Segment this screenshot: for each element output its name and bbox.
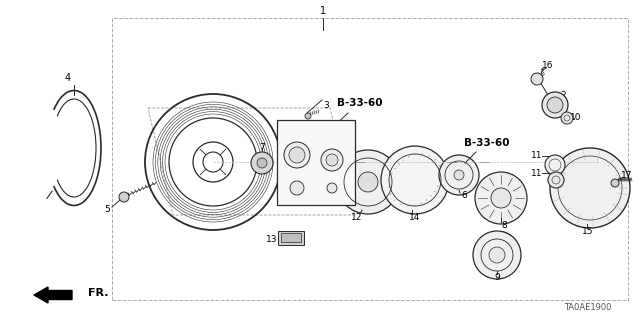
Text: 5: 5: [104, 205, 110, 214]
Text: 11: 11: [531, 152, 543, 160]
Text: 7: 7: [259, 144, 265, 152]
Circle shape: [326, 154, 338, 166]
Circle shape: [284, 142, 310, 168]
Text: 3: 3: [323, 100, 329, 109]
Text: 6: 6: [461, 191, 467, 201]
Circle shape: [358, 172, 378, 192]
Text: 1: 1: [320, 6, 326, 16]
Text: 17: 17: [621, 170, 633, 180]
Text: 2: 2: [560, 92, 566, 100]
FancyArrow shape: [34, 287, 72, 303]
Circle shape: [257, 158, 267, 168]
Text: FR.: FR.: [88, 288, 109, 298]
Text: 16: 16: [542, 61, 554, 70]
Circle shape: [531, 73, 543, 85]
Circle shape: [473, 231, 521, 279]
Circle shape: [542, 92, 568, 118]
Circle shape: [381, 146, 449, 214]
Bar: [281, 233, 301, 242]
Text: 9: 9: [494, 273, 500, 283]
Circle shape: [489, 247, 505, 263]
Text: 13: 13: [266, 235, 278, 244]
Bar: [277, 120, 355, 205]
Circle shape: [491, 188, 511, 208]
Text: 4: 4: [65, 73, 71, 83]
Circle shape: [336, 150, 400, 214]
Text: 10: 10: [570, 114, 582, 122]
Bar: [112, 18, 628, 300]
Circle shape: [321, 149, 343, 171]
Circle shape: [611, 179, 619, 187]
Circle shape: [327, 183, 337, 193]
Circle shape: [475, 172, 527, 224]
Text: 8: 8: [501, 221, 507, 231]
Circle shape: [548, 172, 564, 188]
Circle shape: [547, 97, 563, 113]
Circle shape: [561, 112, 573, 124]
Circle shape: [439, 155, 479, 195]
Text: 12: 12: [351, 213, 363, 222]
Circle shape: [290, 181, 304, 195]
Text: 14: 14: [410, 213, 420, 222]
Circle shape: [454, 170, 464, 180]
Bar: [278, 231, 304, 245]
Circle shape: [119, 192, 129, 202]
Circle shape: [251, 152, 273, 174]
Text: TA0AE1900: TA0AE1900: [564, 303, 612, 313]
Circle shape: [289, 147, 305, 163]
Text: B-33-60: B-33-60: [464, 138, 509, 148]
Circle shape: [305, 113, 311, 119]
Text: 15: 15: [582, 227, 594, 236]
Circle shape: [550, 148, 630, 228]
Text: 11: 11: [531, 168, 543, 177]
Text: B-33-60: B-33-60: [337, 98, 383, 108]
Circle shape: [545, 155, 565, 175]
